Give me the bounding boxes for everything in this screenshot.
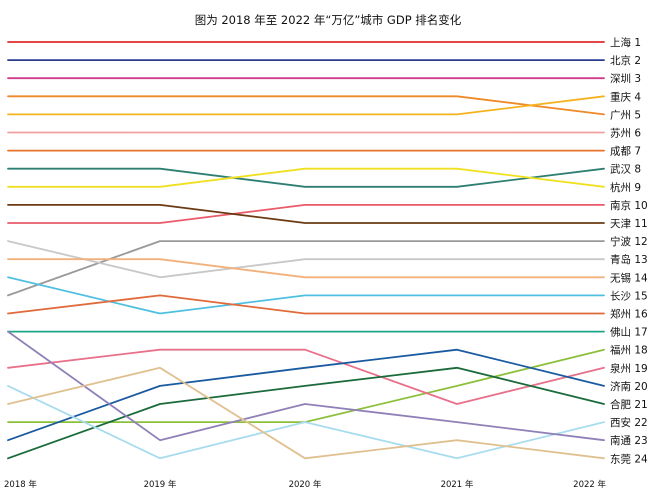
- series-end-label-24: 东莞 24: [610, 452, 648, 465]
- series-lines: [7, 41, 605, 460]
- series-line-23: [7, 330, 605, 442]
- x-tick-label-2: 2019 年: [144, 479, 177, 490]
- series-line-21: [7, 366, 605, 460]
- x-tick-label-4: 2021 年: [441, 479, 474, 490]
- series-end-label-20: 济南 20: [610, 380, 648, 393]
- series-end-label-9: 杭州 9: [610, 181, 641, 194]
- series-end-label-17: 佛山 17: [610, 326, 648, 339]
- x-tick-label-1: 2018 年: [4, 479, 37, 490]
- series-line-11: [7, 203, 605, 224]
- series-end-label-12: 宁波 12: [610, 235, 648, 248]
- series-line-4: [7, 95, 605, 116]
- series-end-label-2: 北京 2: [610, 54, 641, 67]
- series-end-label-4: 重庆 4: [610, 90, 641, 103]
- series-end-label-21: 合肥 21: [610, 398, 648, 411]
- series-end-label-6: 苏州 6: [610, 127, 641, 140]
- series-end-label-8: 武汉 8: [610, 163, 641, 176]
- series-end-label-18: 福州 18: [610, 344, 648, 357]
- series-end-label-3: 深圳 3: [610, 73, 641, 85]
- series-line-10: [7, 203, 605, 224]
- series-line-19: [7, 348, 605, 405]
- x-axis-ticks: 2018 年 2019 年 2020 年 2021 年 2022 年: [4, 479, 606, 490]
- series-end-label-7: 成都 7: [610, 146, 641, 158]
- x-tick-label-3: 2020 年: [289, 479, 322, 490]
- series-end-label-10: 南京 10: [610, 199, 648, 212]
- series-end-label-22: 西安 22: [610, 416, 648, 429]
- series-line-15: [7, 276, 605, 315]
- x-tick-label-5: 2022 年: [573, 479, 606, 490]
- series-line-16: [7, 294, 605, 315]
- series-end-label-5: 广州 5: [610, 109, 641, 121]
- end-labels: 上海 1 北京 2 深圳 3 重庆 4 广州 5 苏州 6 成都 7 武汉 8 杭州 9 南京 1…: [610, 36, 648, 465]
- series-end-label-1: 上海 1: [610, 36, 641, 49]
- series-line-14: [7, 258, 605, 279]
- chart-title: 图为 2018 年至 2022 年“万亿”城市 GDP 排名变化: [195, 13, 462, 27]
- series-end-label-16: 郑州 16: [610, 308, 648, 321]
- series-end-label-14: 无锡 14: [610, 271, 648, 284]
- series-line-12: [7, 240, 605, 297]
- series-line-8: [7, 167, 605, 188]
- series-end-label-15: 长沙 15: [610, 290, 648, 302]
- series-line-13: [7, 240, 605, 279]
- series-line-5: [7, 95, 605, 116]
- series-end-label-11: 天津 11: [610, 218, 648, 230]
- series-line-24: [7, 366, 605, 460]
- series-end-label-23: 南通 23: [610, 434, 648, 447]
- series-end-label-19: 泉州 19: [610, 362, 648, 375]
- series-line-9: [7, 167, 605, 188]
- series-end-label-13: 青岛 13: [610, 253, 648, 266]
